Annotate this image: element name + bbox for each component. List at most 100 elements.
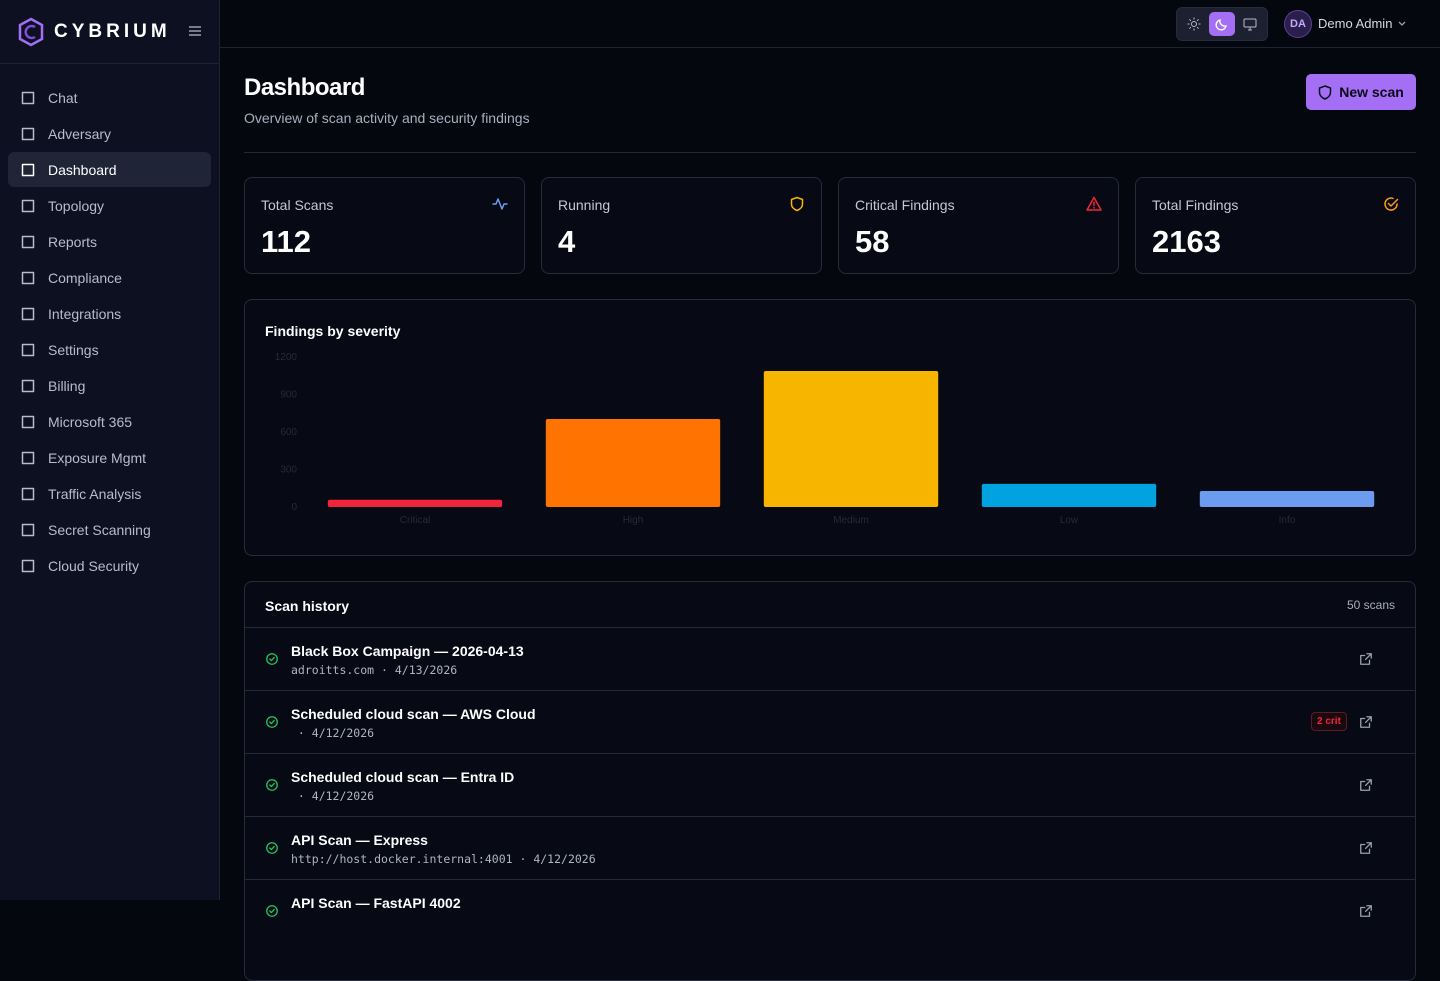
nav-item[interactable]: Cloud Security <box>8 548 211 583</box>
logo-icon <box>18 17 44 46</box>
nav-item[interactable]: Adversary <box>8 116 211 151</box>
nav-icon <box>21 271 35 284</box>
nav-icon <box>21 91 35 104</box>
shield-icon <box>1318 84 1332 100</box>
nav-icon-path <box>21 487 35 500</box>
x-tick-label: Low <box>1060 515 1079 526</box>
scan-row[interactable]: Scheduled cloud scan — Entra ID · 4/12/2… <box>245 753 1415 816</box>
stat-icon-path <box>1086 196 1102 211</box>
topbar: DA Demo Admin <box>220 0 1440 48</box>
history-title: Scan history <box>265 598 350 614</box>
stat-icon <box>790 196 804 212</box>
nav-icon-path <box>21 307 35 320</box>
scan-title: API Scan — Express <box>291 832 428 848</box>
nav-label: Billing <box>48 377 86 394</box>
bar <box>545 419 721 507</box>
nav-label: Integrations <box>48 305 122 322</box>
light-icon[interactable] <box>1187 17 1201 31</box>
stat-card: Running 4 <box>541 177 822 274</box>
bar <box>1199 491 1375 507</box>
user-name[interactable]: Demo Admin <box>1318 16 1393 31</box>
nav-item[interactable]: Integrations <box>8 296 211 331</box>
nav-item[interactable]: Exposure Mgmt <box>8 440 211 475</box>
nav-icon-path <box>21 127 35 140</box>
new-scan-button[interactable]: New scan <box>1306 74 1416 110</box>
page-subtitle: Overview of scan activity and security f… <box>244 110 530 126</box>
x-tick-label: Info <box>1279 515 1296 526</box>
stat-value: 2163 <box>1152 224 1221 259</box>
status-icon <box>266 905 278 917</box>
nav-icon-path <box>21 415 35 428</box>
divider <box>244 152 1416 153</box>
status-icon <box>266 779 278 791</box>
stat-icon <box>1086 196 1102 211</box>
avatar[interactable]: DA <box>1284 10 1312 38</box>
stat-icon-path <box>492 198 508 210</box>
nav-label: Cloud Security <box>48 557 140 574</box>
scan-title: API Scan — FastAPI 4002 <box>291 895 461 911</box>
stat-value: 4 <box>558 224 576 259</box>
nav-icon-path <box>21 163 35 176</box>
chart-title: Findings by severity <box>265 323 401 339</box>
nav-icon-path <box>21 199 35 212</box>
nav-label: Microsoft 365 <box>48 413 133 430</box>
menu-toggle[interactable] <box>188 24 202 38</box>
chart: Findings by severity 0 300 600 900 1200 Criti… <box>265 323 1375 526</box>
scan-row[interactable]: Black Box Campaign — 2026-04-13 adroitts.… <box>245 627 1415 690</box>
open-link-path <box>1360 653 1372 665</box>
nav-item[interactable]: Reports <box>8 224 211 259</box>
nav-label: Compliance <box>48 269 122 286</box>
nav-item[interactable]: Secret Scanning <box>8 512 211 547</box>
nav-label: Traffic Analysis <box>48 485 142 502</box>
nav-item[interactable]: Topology <box>8 188 211 223</box>
status-icon-path <box>266 716 278 728</box>
open-link[interactable] <box>1359 652 1373 666</box>
nav-item[interactable]: Microsoft 365 <box>8 404 211 439</box>
open-link[interactable] <box>1359 904 1373 918</box>
bar <box>327 499 503 507</box>
open-link[interactable] <box>1359 841 1373 855</box>
system-icon[interactable] <box>1243 17 1257 31</box>
scan-meta: http://host.docker.internal:4001 · 4/12/… <box>291 852 596 866</box>
chevron[interactable] <box>1397 20 1407 28</box>
stat-card: Total Findings 2163 <box>1135 177 1416 274</box>
stat-label: Total Scans <box>261 197 334 213</box>
x-tick-label: High <box>623 515 644 526</box>
status-icon <box>266 653 278 665</box>
nav-item[interactable]: Billing <box>8 368 211 403</box>
status-icon <box>266 716 278 728</box>
status-icon-path <box>266 653 278 665</box>
open-link[interactable] <box>1359 778 1373 792</box>
button-label: New scan <box>1339 84 1404 100</box>
y-tick-label: 300 <box>280 465 297 476</box>
severity-badge: 2 crit <box>1311 712 1347 731</box>
history-count: 50 scans <box>1346 598 1395 612</box>
scan-row[interactable]: API Scan — FastAPI 4002 <box>245 879 1415 942</box>
scan-meta: · 4/12/2026 <box>291 789 375 803</box>
nav-item[interactable]: Compliance <box>8 260 211 295</box>
nav-label: Exposure Mgmt <box>48 449 147 466</box>
status-icon-path <box>266 842 278 854</box>
nav-icon-path <box>21 451 35 464</box>
nav-icon <box>21 235 35 248</box>
nav-item[interactable]: Traffic Analysis <box>8 476 211 511</box>
nav-item[interactable]: Dashboard <box>8 152 211 187</box>
nav-icon <box>21 451 35 464</box>
scan-meta: · 4/12/2026 <box>291 726 375 740</box>
status-icon-path <box>266 779 278 791</box>
theme-switch[interactable] <box>1176 7 1268 41</box>
scan-meta: adroitts.com · 4/13/2026 <box>291 663 458 677</box>
nav-icon-path <box>21 343 35 356</box>
dark-selected[interactable] <box>1209 12 1235 36</box>
nav-item[interactable]: Chat <box>8 80 211 115</box>
status-icon <box>266 842 278 854</box>
open-link-path <box>1360 779 1372 791</box>
scan-row[interactable]: API Scan — Express http://host.docker.int… <box>245 816 1415 879</box>
scan-row[interactable]: Scheduled cloud scan — AWS Cloud · 4/12/… <box>245 690 1415 753</box>
nav-item[interactable]: Settings <box>8 332 211 367</box>
stat-label: Total Findings <box>1152 197 1239 213</box>
nav-icon <box>21 559 35 572</box>
nav-icon-path <box>21 271 35 284</box>
open-link[interactable] <box>1359 715 1373 729</box>
